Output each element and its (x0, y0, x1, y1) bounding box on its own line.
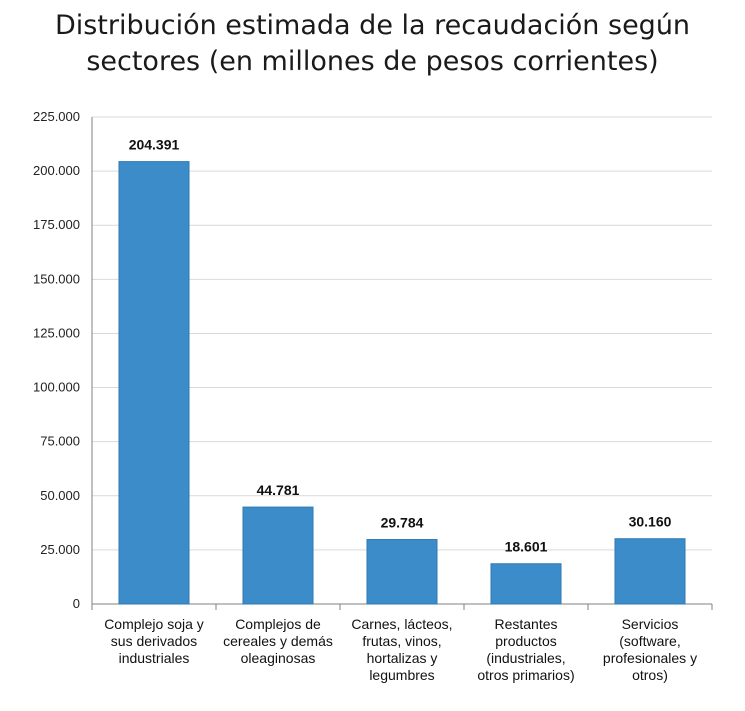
category-label: Servicios (622, 616, 679, 632)
data-label: 18.601 (505, 539, 548, 555)
y-tick-label: 125.000 (33, 325, 80, 340)
category-label: frutas, vinos, (362, 633, 441, 649)
bar (614, 538, 686, 605)
y-tick-label: 100.000 (33, 380, 80, 395)
category-label: profesionales y (603, 650, 697, 666)
y-tick-label: 175.000 (33, 217, 80, 232)
chart-title-line-2: sectores (en millones de pesos corriente… (86, 46, 659, 77)
chart-title-line-1: Distribución estimada de la recaudación … (54, 10, 691, 41)
data-label: 204.391 (129, 137, 180, 153)
category-label: sus derivados (111, 633, 197, 649)
chart-title: Distribución estimada de la recaudación … (0, 8, 745, 80)
category-label: Complejo soja y (104, 616, 204, 632)
y-tick-label: 50.000 (40, 488, 80, 503)
category-label: (industriales, (486, 650, 565, 666)
bar (490, 563, 562, 605)
y-tick-label: 25.000 (40, 542, 80, 557)
bar (366, 539, 438, 605)
category-label: Restantes (494, 616, 557, 632)
y-tick-label: 0 (73, 596, 80, 611)
category-label: hortalizas y (367, 650, 438, 666)
category-label: Complejos de (235, 616, 321, 632)
category-label: legumbres (369, 667, 434, 683)
data-label: 29.784 (381, 515, 424, 531)
category-label: productos (495, 633, 556, 649)
y-tick-label: 150.000 (33, 271, 80, 286)
data-label: 44.781 (257, 482, 300, 498)
category-label: industriales (119, 650, 190, 666)
bar (118, 161, 190, 605)
category-label: (software, (619, 633, 680, 649)
category-label: Carnes, lácteos, (351, 616, 452, 632)
category-label: cereales y demás (223, 633, 333, 649)
category-label: otros) (632, 667, 668, 683)
bar (242, 506, 314, 605)
data-label: 30.160 (629, 514, 672, 530)
category-label: oleaginosas (241, 650, 316, 666)
y-tick-label: 75.000 (40, 434, 80, 449)
y-tick-label: 225.000 (33, 109, 80, 124)
y-tick-label: 200.000 (33, 163, 80, 178)
category-label: otros primarios) (477, 667, 574, 683)
